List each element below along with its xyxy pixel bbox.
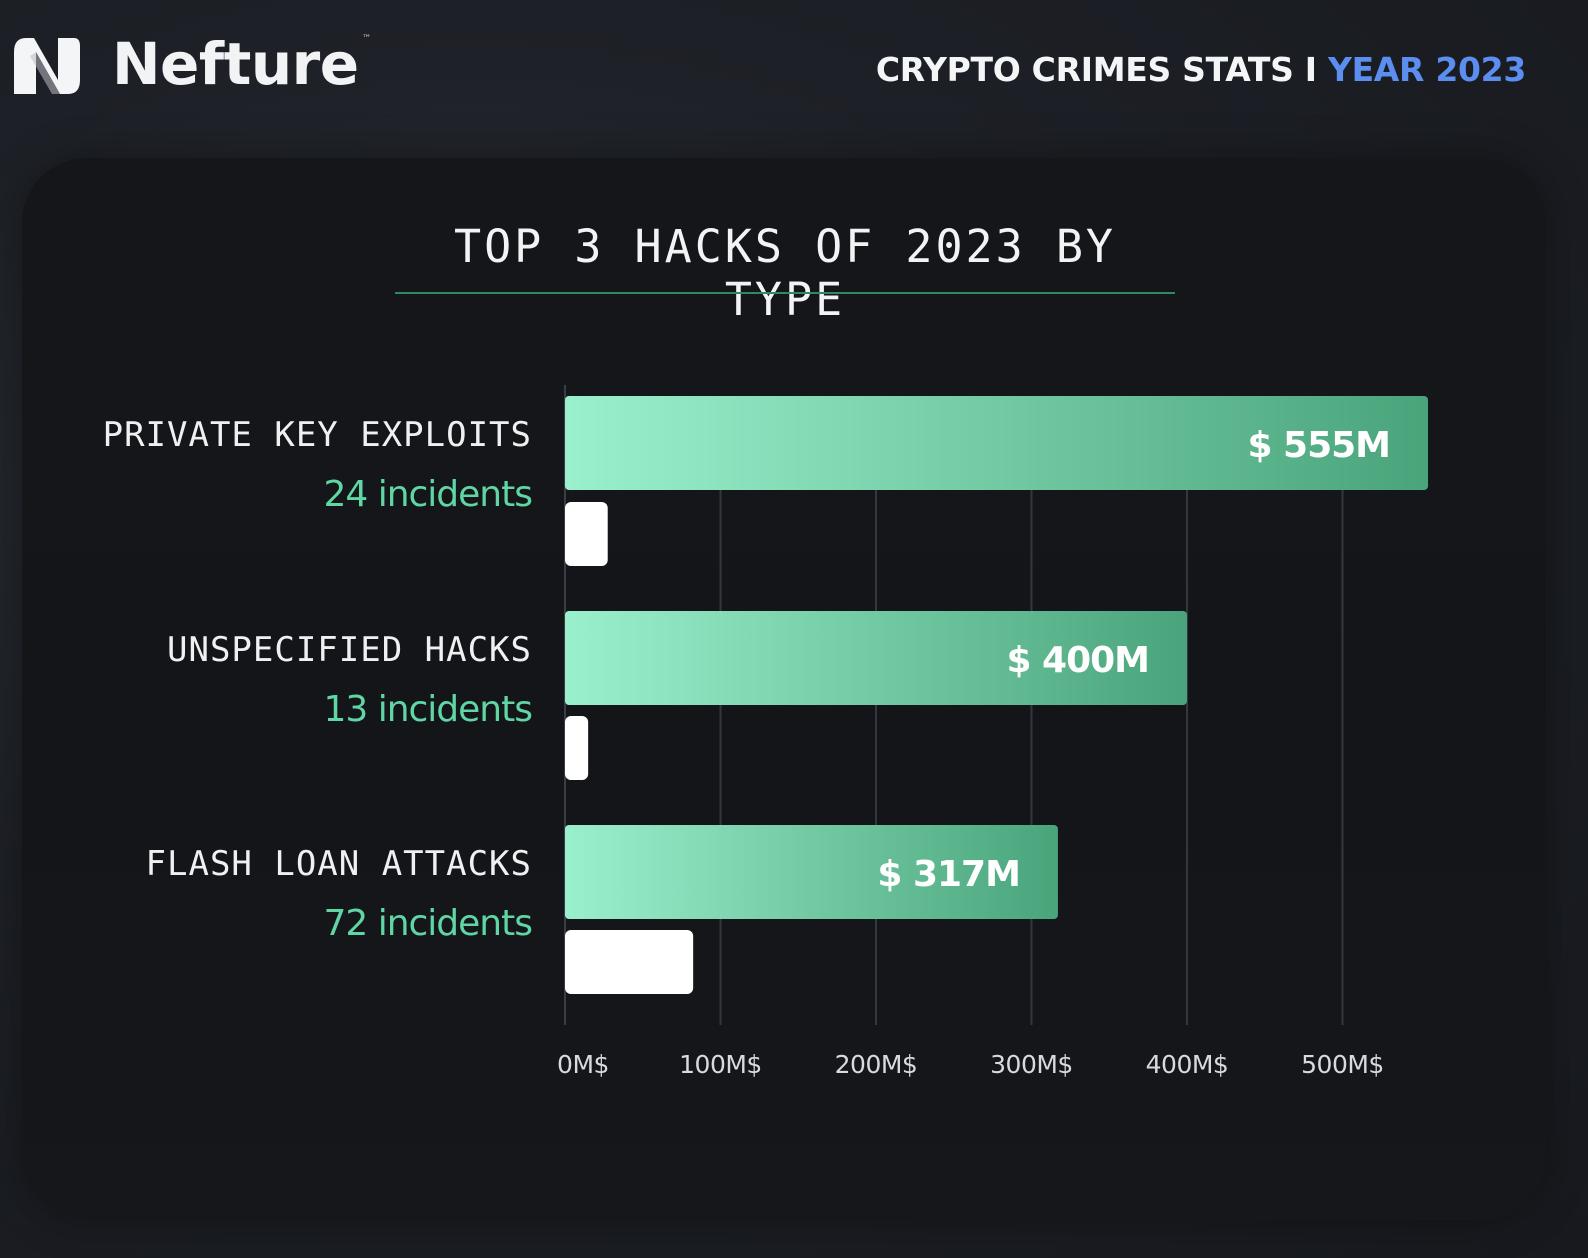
x-tick-label: 400M$: [1146, 1050, 1229, 1079]
nefture-logo-icon: [14, 38, 80, 94]
category-label: UNSPECIFIED HACKS: [167, 630, 532, 670]
value-bar: [565, 396, 1429, 490]
header-prefix: CRYPTO CRIMES STATS I: [875, 50, 1328, 89]
header-stats-title: CRYPTO CRIMES STATS I YEAR 2023: [876, 50, 1526, 89]
incident-count-label: 72 incidents: [323, 903, 532, 944]
trademark-mark: ™: [362, 34, 371, 44]
category-label: PRIVATE KEY EXPLOITS: [103, 415, 532, 455]
title-underline: [395, 292, 1175, 294]
x-tick-label: 200M$: [835, 1050, 918, 1079]
incident-count-label: 24 incidents: [323, 474, 532, 515]
x-tick-label: 500M$: [1301, 1050, 1384, 1079]
x-tick-label: 100M$: [679, 1050, 762, 1079]
value-data-label: $ 400M: [1006, 640, 1149, 681]
header-year: YEAR 2023: [1327, 50, 1526, 89]
brand: Nefture ™: [8, 28, 371, 100]
value-data-label: $ 317M: [877, 854, 1020, 895]
incident-bar: [565, 716, 589, 780]
value-bar: [565, 825, 1058, 919]
x-tick-label: 0M$: [557, 1050, 609, 1079]
incident-bar: [565, 930, 694, 994]
labels: 0M$ 100M$ 200M$ 300M$ 400M$ 500M$ $ 555M PRIVAT…: [103, 415, 1391, 1079]
incident-bar: [565, 502, 608, 566]
brand-name: Nefture ™: [112, 30, 371, 98]
chart-title: TOP 3 HACKS OF 2023 BY TYPE: [453, 220, 1117, 326]
category-label: FLASH LOAN ATTACKS: [146, 844, 532, 884]
bars: [565, 396, 1429, 994]
grid-lines: [564, 385, 1344, 1025]
incident-count-label: 13 incidents: [323, 689, 532, 730]
value-data-label: $ 555M: [1247, 425, 1390, 466]
x-tick-label: 300M$: [990, 1050, 1073, 1079]
value-bar: [565, 611, 1187, 705]
